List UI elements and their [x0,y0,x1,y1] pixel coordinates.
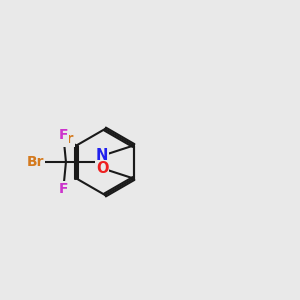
Text: N: N [96,148,108,163]
Text: Br: Br [57,132,74,146]
Text: O: O [96,161,108,176]
Text: Br: Br [27,155,44,169]
Text: F: F [58,128,68,142]
Text: F: F [58,182,68,196]
